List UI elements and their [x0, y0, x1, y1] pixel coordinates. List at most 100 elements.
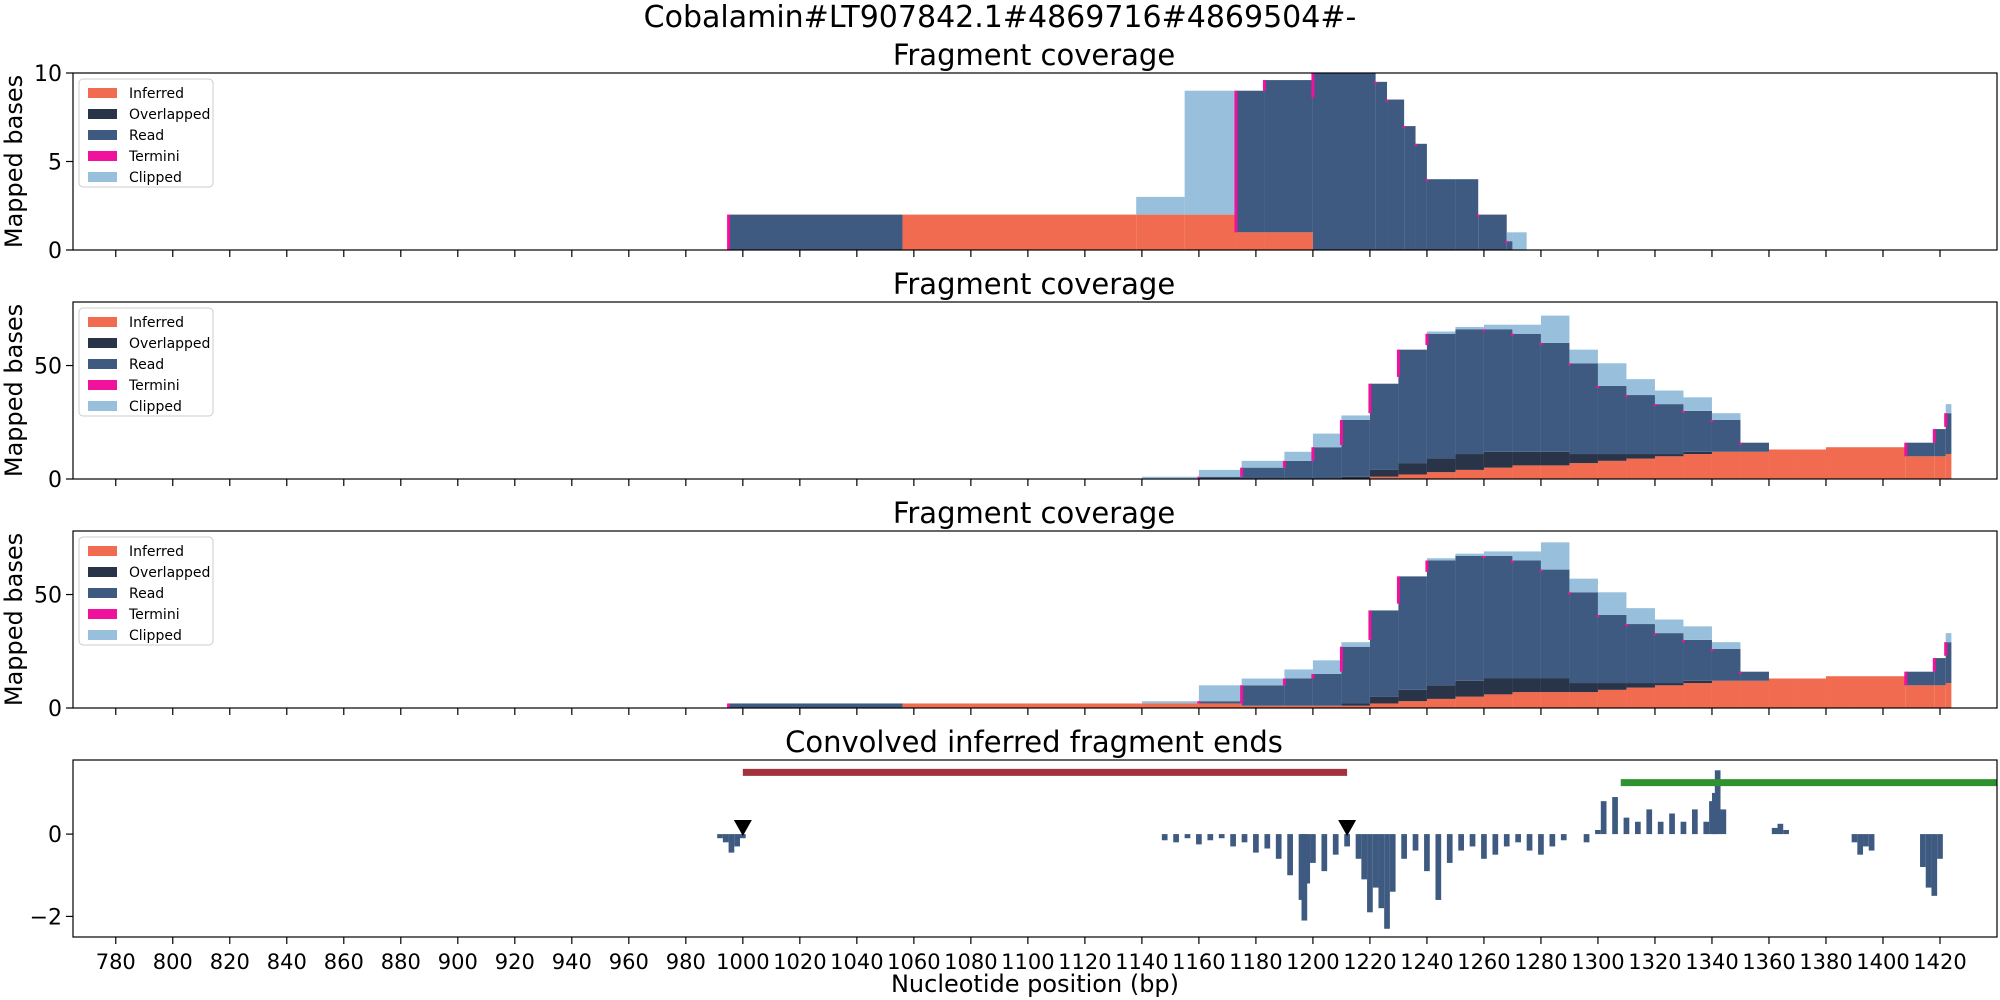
- legend-label-read: Read: [129, 357, 164, 373]
- bar-clipped-1260: [1483, 551, 1513, 556]
- legend-swatch-clipped: [88, 172, 117, 182]
- x-tick-label: 1420: [1913, 950, 1966, 974]
- signal-bar-1240: [1424, 834, 1430, 872]
- y-axis-label: Mapped bases: [0, 75, 28, 248]
- y-tick-label: 50: [34, 355, 62, 380]
- termini-mark-1408: [1904, 671, 1908, 686]
- bar-read-1280: [1540, 342, 1570, 452]
- bar-clipped-1155: [1184, 90, 1236, 215]
- x-tick-label: 1240: [1400, 950, 1453, 974]
- bar-read-1175: [1241, 685, 1285, 706]
- bar-clipped-1140: [1141, 701, 1199, 704]
- bar-read-1330: [1683, 639, 1712, 681]
- bar-inferred-1408: [1905, 456, 1935, 479]
- bar-clipped-1300: [1597, 592, 1627, 615]
- termini-mark-1190: [1282, 460, 1286, 468]
- bar-clipped-1140: [1141, 476, 1199, 479]
- bar-inferred-1175: [1241, 705, 1285, 708]
- termini-mark-1220: [1368, 610, 1372, 640]
- bar-read-1220: [1369, 610, 1399, 697]
- bar-inferred-1250: [1455, 696, 1484, 708]
- termini-mark-1280: [1539, 569, 1543, 572]
- signal-bar-1326: [1669, 813, 1675, 835]
- signal-bar-1288: [1560, 834, 1567, 841]
- legend: Inferred Overlapped Read Termini Clipped: [78, 307, 214, 417]
- bar-clipped-1210: [1341, 415, 1370, 420]
- bar-inferred-1290: [1569, 463, 1598, 479]
- bar-read-1270: [1512, 333, 1541, 452]
- legend-swatch-read: [88, 588, 117, 598]
- bar-read-1222: [1375, 81, 1388, 250]
- termini-mark-1200: [1311, 73, 1315, 98]
- bar-inferred-1210: [1341, 705, 1370, 708]
- bar-clipped-1330: [1683, 626, 1712, 640]
- bar-read-1250: [1455, 179, 1479, 250]
- signal-bar-998: [734, 834, 740, 847]
- x-tick-label: 880: [381, 950, 421, 974]
- bar-clipped-1270: [1512, 551, 1541, 561]
- x-tick-label: 1200: [1286, 950, 1339, 974]
- axes-frame: [72, 530, 1998, 709]
- bar-read-1236: [1415, 143, 1427, 250]
- termini-mark-1330: [1681, 410, 1685, 413]
- x-tick-label: 1180: [1229, 950, 1282, 974]
- bar-overlapped-1210: [1341, 703, 1370, 706]
- termini-mark-1320: [1653, 404, 1657, 407]
- signal-bar-1268: [1503, 834, 1510, 847]
- x-tick-label: 960: [609, 950, 649, 974]
- bar-inferred-1138: [1136, 214, 1185, 250]
- termini-mark-1226: [1385, 99, 1389, 102]
- termini-mark-1340: [1710, 420, 1714, 422]
- termini-mark-1160: [1197, 476, 1201, 479]
- y-tick-label: 0: [48, 823, 62, 848]
- x-tick-label: 1300: [1571, 950, 1624, 974]
- bar-clipped-1160: [1198, 685, 1242, 702]
- signal-bar-1338: [1703, 821, 1710, 835]
- legend-swatch-overlapped: [88, 109, 117, 119]
- bar-inferred-1360: [1768, 449, 1798, 479]
- x-tick-label: 900: [438, 950, 478, 974]
- signal-bar-1000: [739, 834, 746, 839]
- termini-mark-1330: [1681, 639, 1685, 642]
- bar-read-1226: [1387, 99, 1405, 250]
- y-tick-label: 0: [48, 697, 62, 722]
- termini-mark-1418: [1932, 658, 1936, 672]
- x-axis-label: Nucleotide position (bp): [891, 970, 1179, 998]
- bar-overlapped-1270: [1512, 451, 1541, 466]
- bar-inferred-1140: [1141, 703, 1199, 708]
- bar-inferred-1056: [902, 214, 1137, 250]
- bar-inferred-1260: [1483, 467, 1513, 479]
- bar-inferred-1250: [1455, 469, 1484, 479]
- bar-inferred-1408: [1905, 685, 1935, 708]
- bar-clipped-1190: [1284, 669, 1313, 679]
- bar-overlapped-1330: [1683, 680, 1712, 684]
- bar-inferred-1400: [1882, 447, 1906, 479]
- bar-inferred-1320: [1654, 685, 1684, 708]
- bar-inferred-1183: [1264, 232, 1313, 250]
- bar-read-1230: [1398, 349, 1427, 464]
- signal-bar-1164: [1207, 834, 1214, 841]
- bar-overlapped-1230: [1398, 463, 1427, 475]
- end-marker-1000: [733, 819, 752, 836]
- termini-mark-1240: [1425, 560, 1429, 572]
- end-marker-1212: [1338, 819, 1357, 836]
- bar-inferred-1310: [1626, 687, 1655, 708]
- signal-bar-1330: [1680, 821, 1687, 835]
- termini-mark-1236: [1414, 143, 1418, 146]
- termini-mark-1210: [1339, 646, 1343, 672]
- signal-bar-1232: [1401, 834, 1407, 859]
- x-tick-label: 1260: [1457, 950, 1510, 974]
- bar-inferred-1400: [1882, 676, 1906, 708]
- bar-inferred-1280: [1540, 692, 1570, 708]
- bar-read-1190: [1284, 678, 1313, 706]
- bar-read-1230: [1398, 576, 1427, 690]
- bar-overlapped-1300: [1597, 454, 1627, 461]
- bar-read-1175: [1241, 467, 1285, 479]
- legend-label-inferred: Inferred: [129, 544, 184, 560]
- signal-bar-1252: [1458, 834, 1464, 851]
- bar-read-1160: [1198, 701, 1242, 704]
- bar-inferred-1220: [1369, 703, 1399, 708]
- bar-clipped-1210: [1341, 642, 1370, 647]
- signal-bar-1244: [1435, 834, 1442, 900]
- bar-read-1200: [1312, 447, 1342, 479]
